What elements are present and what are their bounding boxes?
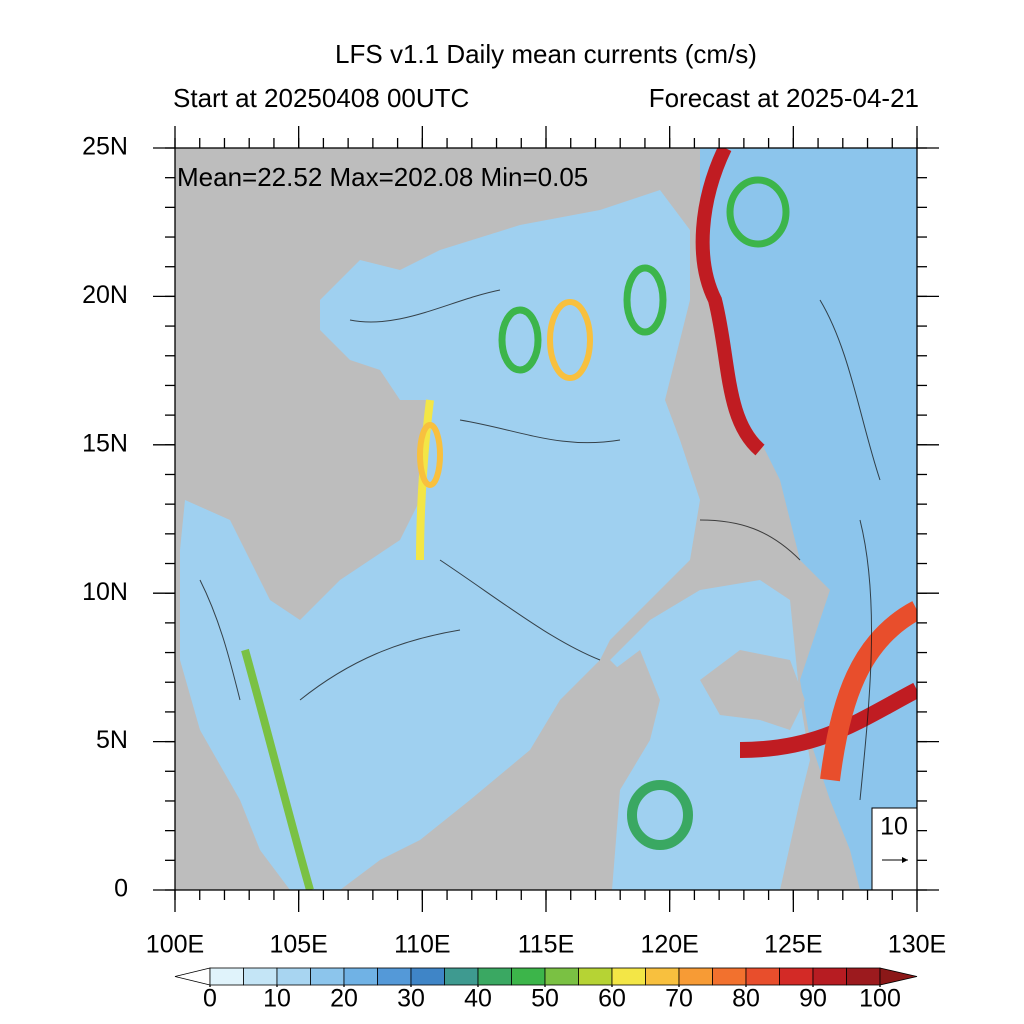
colorbar-box (243, 967, 278, 986)
x-tick-label: 120E (640, 931, 698, 959)
eddy (623, 264, 667, 336)
streamline (699, 519, 801, 561)
colorbar-box (377, 967, 412, 986)
colorbar-box (511, 967, 546, 986)
streamline (439, 559, 601, 661)
y-tick-label: 25N (82, 133, 128, 161)
colorbar-tick-label: 10 (263, 985, 291, 1013)
reference-vector-box (871, 807, 917, 890)
colorbar-box (276, 967, 311, 986)
colorbar-tick-label: 80 (732, 985, 760, 1013)
colorbar-high-triangle (879, 967, 918, 986)
stats: Mean=22.52 Max=202.08 Min=0.05 (177, 162, 588, 192)
land-borneo (560, 650, 660, 890)
x-tick-label: 125E (764, 931, 822, 959)
streamline (459, 419, 621, 444)
colorbar: 0 10 20 30 40 50 60 70 80 90 100 (174, 967, 918, 1013)
eddy (547, 299, 593, 381)
colorbar-tick-label: 30 (397, 985, 425, 1013)
colorbar-tick-label: 40 (464, 985, 492, 1013)
colorbar-tick-label: 90 (799, 985, 827, 1013)
map-field (175, 148, 917, 890)
colorbar-tick-label: 0 (203, 985, 217, 1013)
colorbar-low-triangle (174, 967, 211, 986)
colorbar-tick-label: 50 (531, 985, 559, 1013)
x-tick-label: 110E (394, 931, 451, 959)
x-tick-label: 100E (146, 931, 204, 959)
current-kuroshio (695, 148, 765, 456)
colorbar-box (410, 967, 445, 986)
ocean-pacific (700, 148, 917, 890)
streamline (299, 629, 461, 701)
colorbar-box (310, 967, 345, 986)
current-jet (820, 601, 917, 782)
streamline (859, 519, 873, 801)
current-malacca (241, 648, 314, 890)
colorbar-box (779, 967, 814, 986)
colorbar-tick-label: 70 (665, 985, 693, 1013)
y-tick-label: 10N (82, 578, 128, 606)
colorbar-box (645, 967, 680, 986)
eddy (627, 780, 693, 850)
colorbar-box (477, 967, 512, 986)
streamline (349, 289, 501, 323)
eddy (498, 306, 542, 374)
colorbar-box (209, 967, 244, 986)
eddy (417, 422, 443, 488)
y-tick-label: 15N (82, 429, 128, 457)
streamline (199, 579, 241, 701)
x-tick-label: 130E (888, 931, 946, 959)
colorbar-box (846, 967, 881, 986)
colorbar-box (343, 967, 378, 986)
reference-arrow-head (902, 857, 908, 863)
reference-vector-label: 10 (880, 813, 908, 841)
title: LFS v1.1 Daily mean currents (cm/s) (335, 39, 757, 69)
axes: 100E 105E 110E 115E 120E 125E 130E 0 5N 10N 15N 20N… (82, 126, 946, 959)
colorbar-box (712, 967, 747, 986)
ocean-scs (180, 190, 700, 890)
subtitle-right: Forecast at 2025-04-21 (649, 83, 919, 113)
eddy (726, 176, 790, 248)
streamline (819, 299, 881, 481)
colorbar-box (745, 967, 780, 986)
colorbar-box (544, 967, 579, 986)
colorbar-box (444, 967, 479, 986)
y-tick-label: 20N (82, 281, 128, 309)
colorbar-tick-label: 60 (598, 985, 626, 1013)
x-tick-label: 115E (518, 931, 575, 959)
x-tick-label: 105E (269, 931, 327, 959)
y-tick-label: 0 (114, 875, 128, 903)
colorbar-box (578, 967, 613, 986)
land-mindanao (700, 650, 805, 730)
colorbar-box (812, 967, 847, 986)
colorbar-box (611, 967, 646, 986)
subtitle-left: Start at 20250408 00UTC (173, 83, 469, 113)
colorbar-tick-label: 100 (859, 985, 901, 1013)
colorbar-box (678, 967, 713, 986)
y-tick-label: 5N (96, 726, 128, 754)
colorbar-tick-label: 20 (330, 985, 358, 1013)
